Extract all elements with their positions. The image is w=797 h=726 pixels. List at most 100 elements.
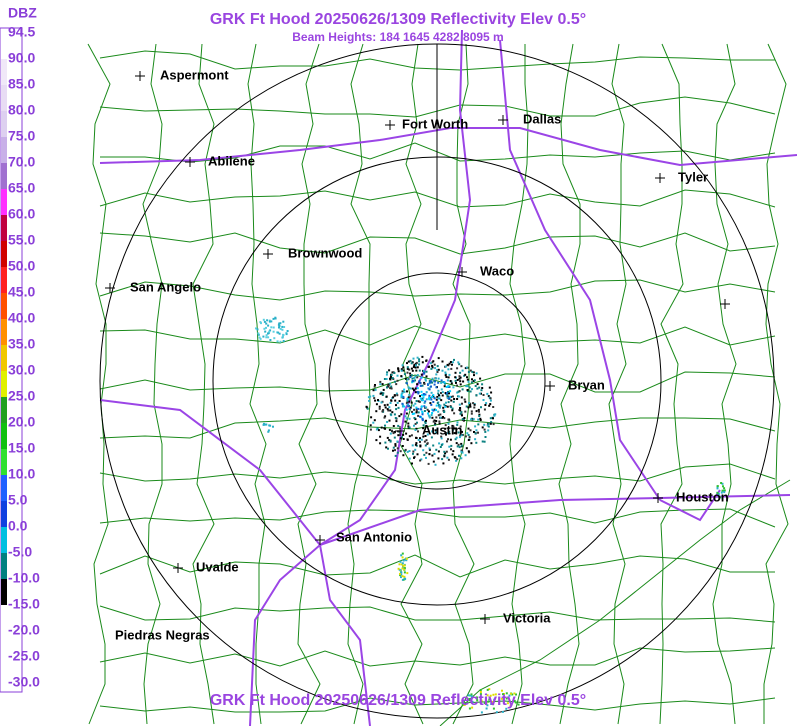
echo	[432, 444, 435, 447]
echo	[464, 410, 467, 413]
echo	[492, 693, 495, 696]
echo	[402, 559, 405, 562]
echo	[480, 389, 483, 392]
echo	[488, 698, 491, 701]
city-label: Dallas	[523, 111, 561, 126]
echo	[394, 380, 396, 383]
echo	[438, 420, 441, 423]
echo	[479, 417, 482, 420]
echo	[443, 450, 446, 453]
echo	[427, 410, 430, 413]
echo	[468, 698, 471, 700]
legend-swatch	[1, 137, 7, 163]
echo	[470, 418, 473, 421]
echo	[415, 410, 418, 413]
echo	[455, 436, 458, 439]
echo	[382, 388, 385, 391]
echo	[444, 424, 447, 427]
echo	[415, 427, 418, 430]
echo	[720, 482, 723, 484]
echo	[399, 560, 402, 563]
legend-label: -20.0	[8, 622, 40, 638]
echo	[457, 395, 460, 398]
echo	[374, 399, 377, 402]
echo	[454, 376, 457, 379]
echo	[407, 396, 410, 399]
echo	[428, 394, 431, 397]
county-line	[99, 371, 776, 393]
echo	[279, 340, 282, 343]
echo	[445, 376, 448, 378]
echo	[365, 405, 368, 408]
legend-label: 30.0	[8, 362, 35, 378]
echo	[469, 402, 472, 405]
echo	[398, 430, 401, 433]
echo	[445, 433, 447, 436]
echo	[467, 380, 470, 383]
echo	[398, 563, 401, 566]
echo	[443, 403, 446, 406]
echo	[450, 448, 452, 451]
echo	[413, 364, 416, 367]
echo	[389, 440, 392, 443]
echo	[276, 340, 279, 343]
echo	[421, 417, 424, 420]
echo	[423, 405, 426, 408]
legend-swatch	[1, 33, 7, 59]
echo	[439, 406, 441, 409]
echo	[389, 432, 392, 435]
county-line	[247, 43, 267, 725]
echo	[431, 366, 434, 369]
range-rings	[99, 43, 775, 719]
echo	[480, 406, 482, 409]
echo	[410, 401, 413, 404]
echo	[285, 333, 288, 336]
echo	[447, 422, 450, 425]
echo	[465, 447, 468, 450]
echo	[500, 697, 503, 700]
legend-label: 60.0	[8, 206, 35, 222]
coastline	[439, 479, 791, 726]
legend-label: -25.0	[8, 648, 40, 664]
echo	[433, 419, 436, 422]
echo	[431, 377, 434, 380]
echo	[466, 432, 469, 435]
echo	[433, 397, 436, 400]
legend-label: 0.0	[8, 518, 28, 534]
echo	[380, 426, 383, 429]
echo	[461, 402, 463, 405]
echo	[430, 380, 433, 383]
echo	[468, 402, 470, 405]
echo	[282, 340, 285, 342]
echo	[435, 398, 438, 401]
city-label: Piedras Negras	[115, 627, 210, 642]
echo	[394, 454, 397, 457]
echo	[458, 390, 461, 393]
echo	[400, 563, 403, 566]
echo	[430, 436, 433, 439]
echo	[465, 366, 468, 369]
echo	[259, 337, 262, 340]
echo	[379, 442, 382, 445]
echo	[456, 458, 459, 461]
echo	[471, 706, 474, 709]
echo	[456, 384, 459, 387]
echo	[455, 459, 458, 462]
echo	[489, 694, 492, 697]
echo	[416, 383, 419, 386]
echo	[392, 432, 395, 435]
echo	[449, 380, 452, 382]
echo	[272, 330, 275, 333]
echo	[394, 417, 397, 419]
city-label: Waco	[480, 263, 514, 278]
echo	[431, 364, 434, 367]
echo	[457, 390, 460, 393]
echo	[401, 556, 404, 559]
legend-swatch	[1, 163, 7, 189]
county-line	[99, 232, 776, 255]
echo	[418, 363, 421, 366]
city-label: Bryan	[568, 377, 605, 392]
echo	[492, 707, 495, 710]
echo	[447, 385, 450, 388]
echo	[384, 427, 387, 430]
